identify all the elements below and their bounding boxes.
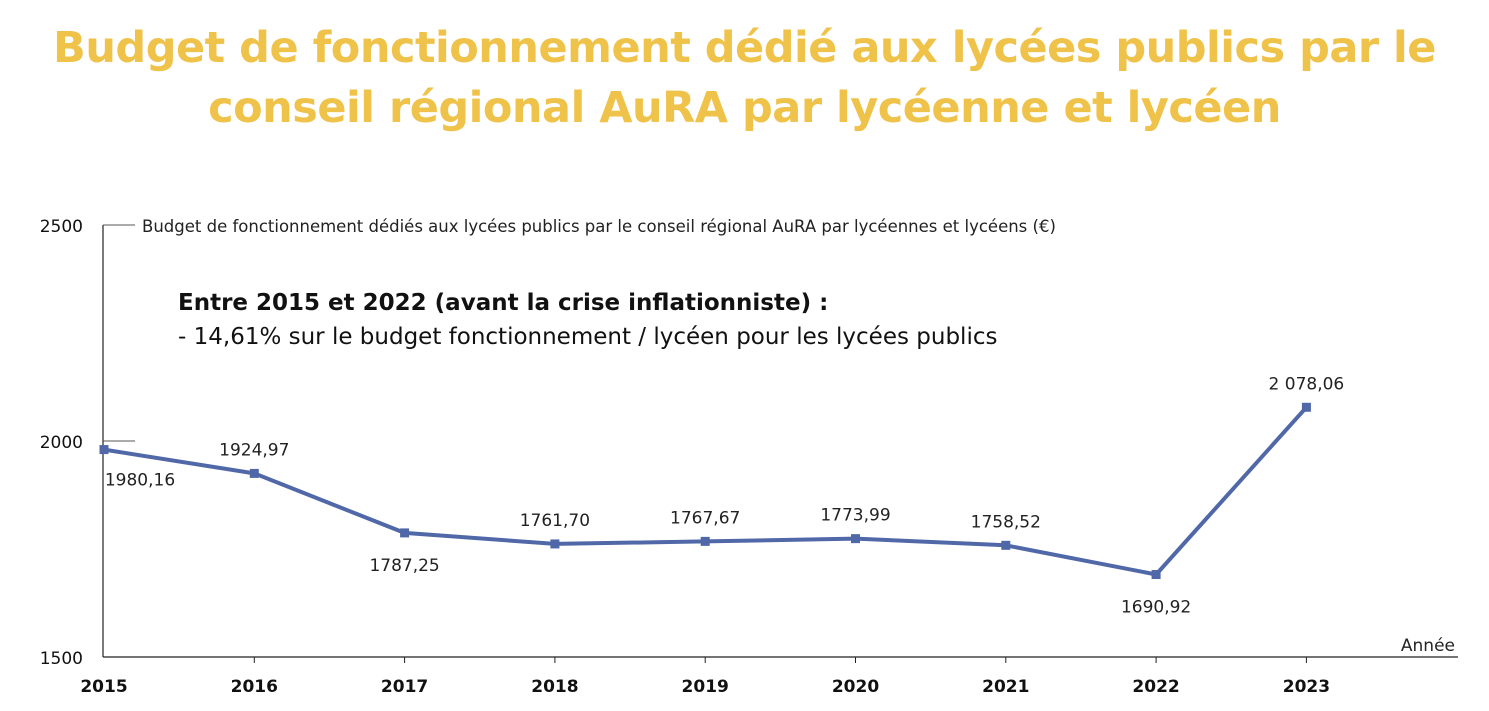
x-tick-label-2023: 2023 <box>1283 677 1330 697</box>
annotation-box: Entre 2015 et 2022 (avant la crise infla… <box>178 286 997 354</box>
annotation-detail: - 14,61% sur le budget fonctionnement / … <box>178 324 998 350</box>
data-label-2018: 1761,70 <box>520 511 590 531</box>
data-point-2021 <box>1001 540 1011 550</box>
data-label-2019: 1767,67 <box>670 508 740 528</box>
data-point-2022 <box>1151 570 1161 580</box>
data-point-2015 <box>99 445 109 455</box>
series-layer <box>99 402 1311 580</box>
x-tick-label-2018: 2018 <box>531 677 578 697</box>
y-axis-title: Budget de fonctionnement dédiés aux lycé… <box>142 217 1056 236</box>
data-point-2019 <box>700 536 710 546</box>
x-tick-label-2015: 2015 <box>80 677 127 697</box>
data-point-2017 <box>400 528 410 538</box>
data-point-2023 <box>1301 402 1311 412</box>
data-label-2020: 1773,99 <box>820 506 890 526</box>
data-labels-layer: 1980,16 1924,97 1787,25 1761,70 1767,67 1773,… <box>105 374 1344 617</box>
x-tick-label-2021: 2021 <box>982 677 1029 697</box>
x-axis-title: Année <box>1401 636 1455 656</box>
x-tick-label-2019: 2019 <box>682 677 729 697</box>
data-point-2020 <box>851 534 860 544</box>
data-label-2016: 1924,97 <box>219 440 289 460</box>
y-tick-label: 2500 <box>40 217 83 237</box>
x-tick-label-2016: 2016 <box>231 677 278 697</box>
annotation-heading: Entre 2015 et 2022 (avant la crise infla… <box>178 290 829 316</box>
x-tick-label-2022: 2022 <box>1132 677 1179 697</box>
data-label-2021: 1758,52 <box>971 512 1041 532</box>
data-label-2015: 1980,16 <box>105 471 175 491</box>
data-point-2016 <box>249 468 259 478</box>
data-label-2017: 1787,25 <box>369 556 439 576</box>
data-label-2022: 1690,92 <box>1121 598 1191 618</box>
chart-title: Budget de fonctionnement dédié aux lycée… <box>53 23 1436 133</box>
x-tick-label-2020: 2020 <box>832 677 879 697</box>
chart-title-container: Budget de fonctionnement dédié aux lycée… <box>0 18 1489 138</box>
y-tick-label: 2000 <box>40 433 83 453</box>
chart-axes: 2500 2000 1500 Budget de fonctionnement déd… <box>40 217 1458 697</box>
series-line <box>102 405 1309 577</box>
x-tick-label-2017: 2017 <box>381 677 428 697</box>
y-tick-label: 1500 <box>40 649 83 669</box>
data-point-2018 <box>550 539 560 549</box>
data-label-2023: 2 078,06 <box>1269 374 1345 394</box>
